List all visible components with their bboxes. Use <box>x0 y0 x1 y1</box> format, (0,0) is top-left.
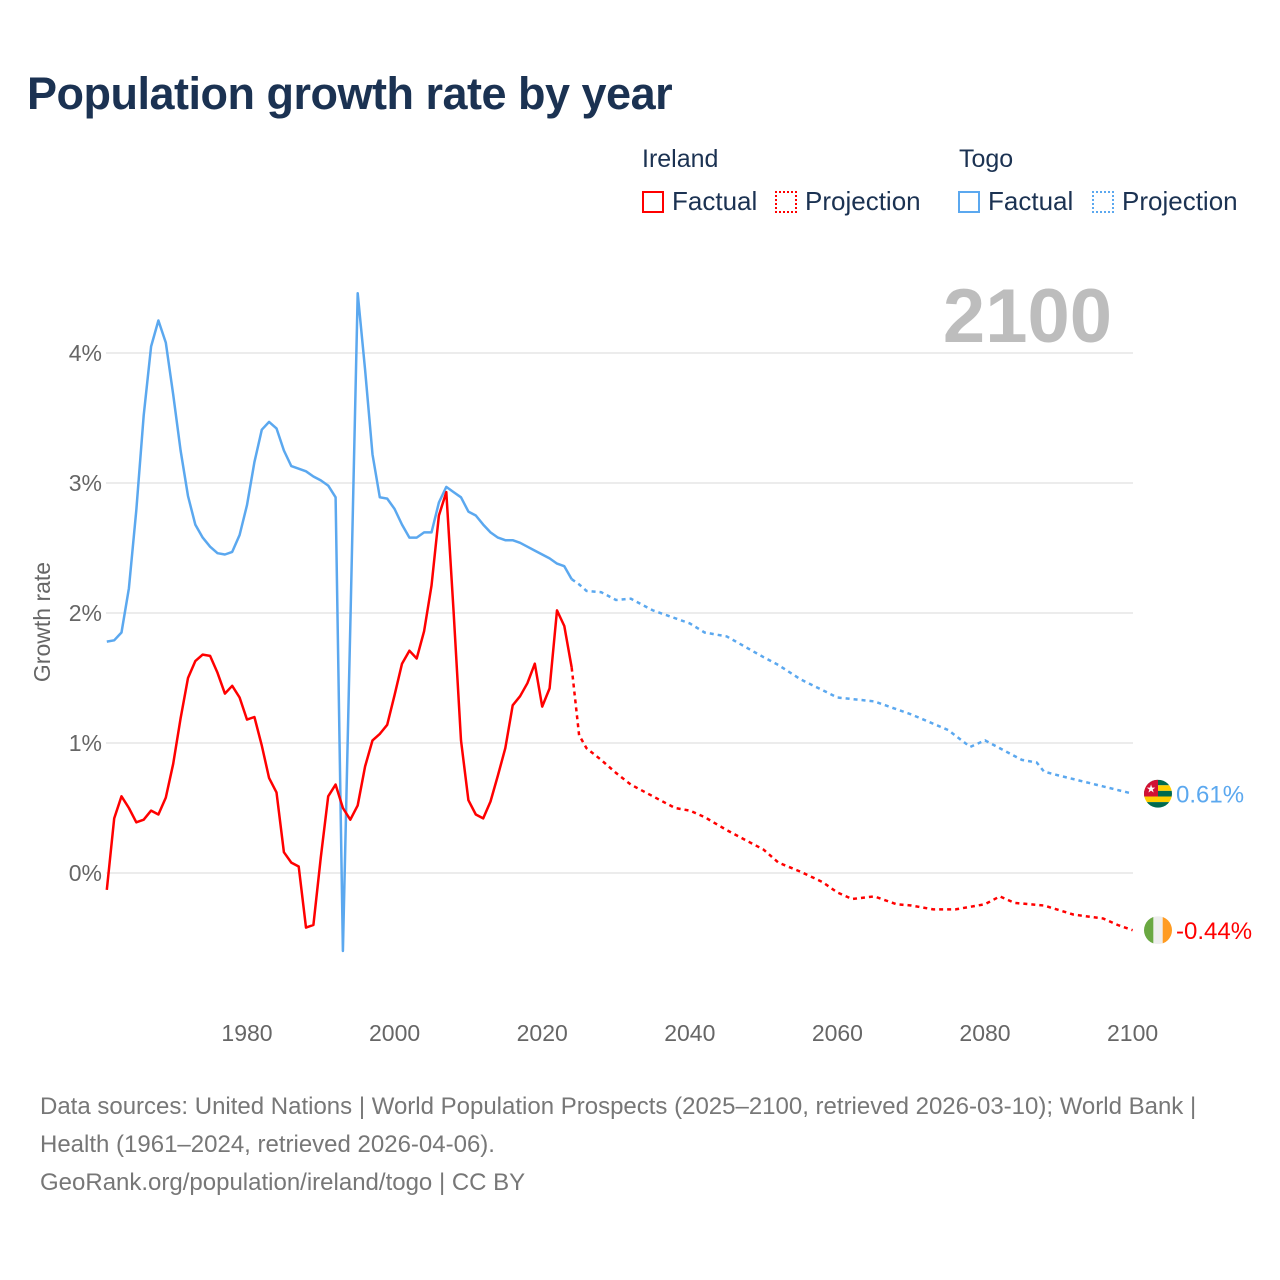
y-axis-label: Growth rate <box>29 562 55 682</box>
ireland-flag-icon <box>1144 916 1172 945</box>
legend-group-ireland: Ireland <box>642 145 719 173</box>
legend-togo-projection[interactable]: Projection <box>1092 186 1238 217</box>
ireland-projection-line <box>570 667 1134 932</box>
x-tick-label: 1980 <box>221 1020 272 1046</box>
legend-togo-factual[interactable]: Factual <box>958 186 1073 217</box>
legend-label: Projection <box>805 186 921 216</box>
x-tick-label: 2100 <box>1107 1020 1158 1046</box>
legend-swatch-dotted <box>1092 190 1114 213</box>
source-link[interactable]: GeoRank.org/population/ireland/togo | CC… <box>40 1169 526 1196</box>
svg-text:★: ★ <box>1146 784 1156 796</box>
togo-projection-line <box>570 578 1133 795</box>
legend-label: Projection <box>1122 186 1238 216</box>
legend-group-togo: Togo <box>959 145 1014 173</box>
ireland-end-value-label: -0.44% <box>1176 918 1252 945</box>
y-tick-label: 3% <box>69 470 102 496</box>
y-tick-label: 0% <box>69 860 102 886</box>
x-tick-label: 2060 <box>812 1020 863 1046</box>
legend-label: Factual <box>988 186 1074 216</box>
x-tick-label: 2080 <box>959 1020 1010 1046</box>
ireland-factual-line <box>105 490 573 929</box>
y-tick-label: 1% <box>69 730 102 756</box>
legend-swatch-solid <box>958 190 980 213</box>
footer: Data sources: United Nations | World Pop… <box>40 1088 1240 1202</box>
legend-swatch-solid <box>642 190 664 213</box>
legend-label: Factual <box>672 186 758 216</box>
year-watermark: 2100 <box>943 274 1112 359</box>
legend-swatch-dotted <box>775 190 797 213</box>
chart-title: Population growth rate by year <box>27 68 673 119</box>
y-tick-label: 4% <box>69 340 102 366</box>
x-tick-label: 2000 <box>369 1020 420 1046</box>
x-tick-label: 2040 <box>664 1020 715 1046</box>
legend-ireland-projection[interactable]: Projection <box>775 186 921 217</box>
togo-flag-icon: ★ <box>1144 779 1172 808</box>
data-sources: Data sources: United Nations | World Pop… <box>40 1093 1197 1158</box>
x-tick-label: 2020 <box>517 1020 568 1046</box>
y-tick-label: 2% <box>69 600 102 626</box>
togo-factual-line <box>106 291 573 953</box>
legend-ireland-factual[interactable]: Factual <box>642 186 757 217</box>
togo-end-value-label: 0.61% <box>1176 782 1244 809</box>
